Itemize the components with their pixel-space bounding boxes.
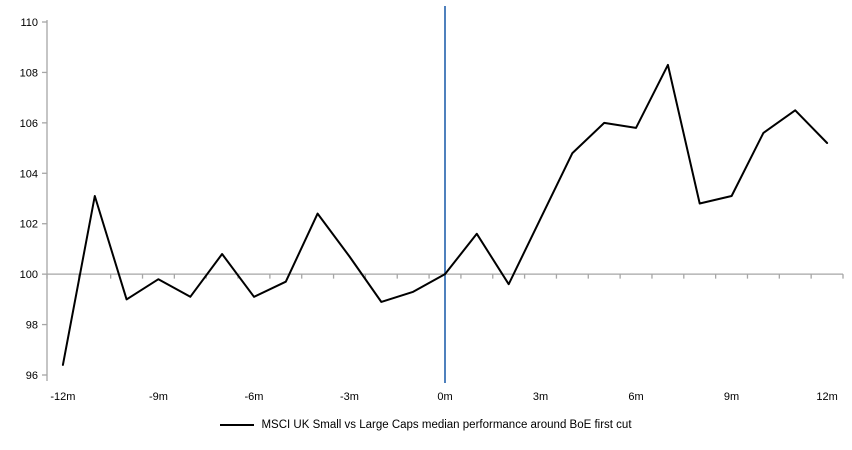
x-tick-label: -9m — [149, 391, 168, 403]
x-tick-label: -3m — [340, 391, 359, 403]
x-tick-label: -12m — [50, 391, 75, 403]
y-tick-label: 106 — [20, 118, 38, 130]
plot-area: 96 98 100 102 104 106 108 110 -12m -9m -6m -3m 0m 3m 6… — [20, 6, 844, 403]
legend-label: MSCI UK Small vs Large Caps median perfo… — [261, 419, 632, 431]
y-tick-label: 96 — [26, 370, 38, 382]
x-tick-label: 6m — [628, 391, 643, 403]
x-tick-label: 3m — [533, 391, 548, 403]
y-tick-label: 108 — [20, 67, 38, 79]
x-tick-label: -6m — [244, 391, 263, 403]
x-tick-label: 0m — [437, 391, 452, 403]
y-tick-label: 110 — [20, 17, 38, 29]
legend: MSCI UK Small vs Large Caps median perfo… — [0, 419, 852, 431]
legend-line-swatch — [220, 424, 255, 426]
y-tick-label: 100 — [20, 269, 38, 281]
y-tick-label: 102 — [20, 219, 38, 231]
y-tick-label: 104 — [20, 168, 38, 180]
series-line-msci-uk-small-vs-large — [61, 63, 829, 366]
x-tick-label: 9m — [724, 391, 739, 403]
y-tick-label: 98 — [26, 320, 38, 332]
x-tick-label: 12m — [816, 391, 837, 403]
